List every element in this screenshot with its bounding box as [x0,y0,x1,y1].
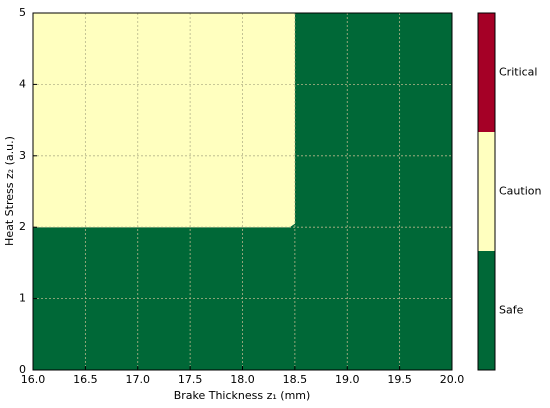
x-tick-label: 16.5 [73,373,98,386]
x-tick-label: 18.5 [283,373,308,386]
colorbar-segment [478,251,495,370]
x-tick-label: 17.0 [126,373,151,386]
x-tick-label: 18.0 [230,373,255,386]
y-tick-label: 2 [19,220,26,233]
y-axis-label: Heat Stress z₂ (a.u.) [3,136,16,246]
x-tick-label: 17.5 [178,373,203,386]
y-tick-label: 4 [19,77,26,90]
y-tick-label: 0 [19,363,26,376]
x-tick-label: 16.0 [21,373,46,386]
x-tick-label: 19.5 [387,373,412,386]
plot-frame [32,12,453,371]
x-tick-label: 19.0 [335,373,360,386]
y-tick-label: 5 [19,6,26,19]
colorbar-frame [477,12,496,371]
colorbar-segment [478,132,495,251]
y-tick-label: 3 [19,149,26,162]
colorbar-label: Caution [499,185,541,198]
colorbar-label: Safe [499,304,524,317]
y-tick-label: 1 [19,292,26,305]
colorbar-segment [478,13,495,132]
region [33,13,295,228]
colorbar-label: Critical [499,66,537,79]
x-tick-label: 20.0 [440,373,465,386]
x-axis-label: Brake Thickness z₁ (mm) [174,389,311,402]
